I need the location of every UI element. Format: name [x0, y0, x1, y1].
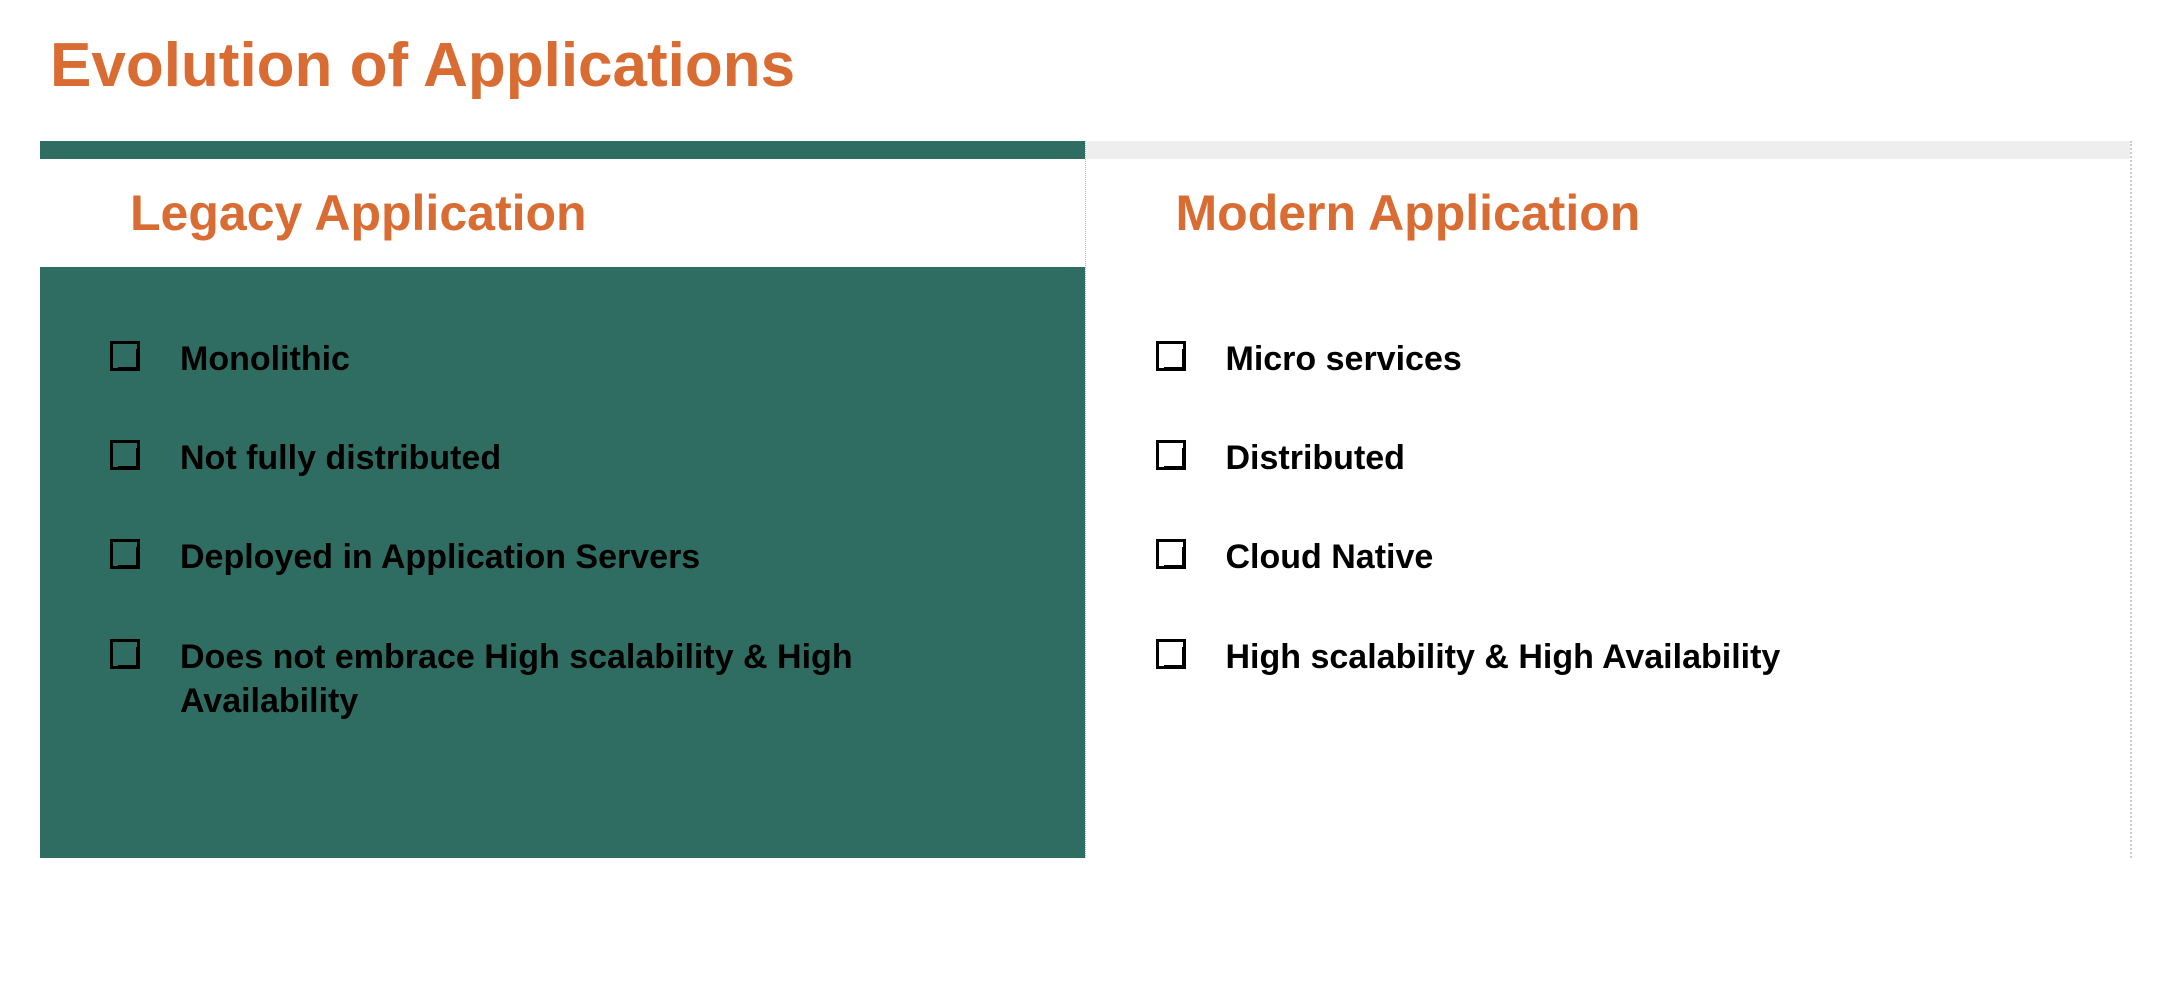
modern-top-bar — [1086, 141, 2131, 159]
list-item: Does not embrace High scalability & High… — [110, 635, 1035, 723]
legacy-header: Legacy Application — [40, 159, 1085, 267]
list-item: High scalability & High Availability — [1156, 635, 2081, 679]
legacy-body: Monolithic Not fully distributed Deploye… — [40, 267, 1085, 858]
bullet-text: Does not embrace High scalability & High… — [180, 635, 1035, 723]
legacy-column: Legacy Application Monolithic Not fully … — [40, 141, 1086, 858]
bullet-text: Deployed in Application Servers — [180, 535, 1035, 579]
modern-list: Micro services Distributed Cloud Native … — [1156, 337, 2081, 679]
bullet-text: Micro services — [1226, 337, 2081, 381]
bullet-icon — [1156, 440, 1186, 470]
bullet-text: Distributed — [1226, 436, 2081, 480]
comparison-container: Legacy Application Monolithic Not fully … — [40, 141, 2132, 858]
bullet-icon — [1156, 539, 1186, 569]
bullet-icon — [110, 341, 140, 371]
list-item: Monolithic — [110, 337, 1035, 381]
bullet-icon — [1156, 639, 1186, 669]
bullet-text: Cloud Native — [1226, 535, 2081, 579]
bullet-text: Monolithic — [180, 337, 1035, 381]
bullet-icon — [110, 539, 140, 569]
list-item: Cloud Native — [1156, 535, 2081, 579]
list-item: Not fully distributed — [110, 436, 1035, 480]
bullet-icon — [1156, 341, 1186, 371]
legacy-list: Monolithic Not fully distributed Deploye… — [110, 337, 1035, 723]
bullet-icon — [110, 440, 140, 470]
list-item: Deployed in Application Servers — [110, 535, 1035, 579]
bullet-text: Not fully distributed — [180, 436, 1035, 480]
modern-body: Micro services Distributed Cloud Native … — [1086, 267, 2131, 858]
slide-title: Evolution of Applications — [50, 30, 2132, 101]
list-item: Micro services — [1156, 337, 2081, 381]
modern-column: Modern Application Micro services Distri… — [1086, 141, 2131, 858]
bullet-text: High scalability & High Availability — [1226, 635, 2081, 679]
legacy-top-bar — [40, 141, 1085, 159]
list-item: Distributed — [1156, 436, 2081, 480]
bullet-icon — [110, 639, 140, 669]
modern-header: Modern Application — [1086, 159, 2131, 267]
